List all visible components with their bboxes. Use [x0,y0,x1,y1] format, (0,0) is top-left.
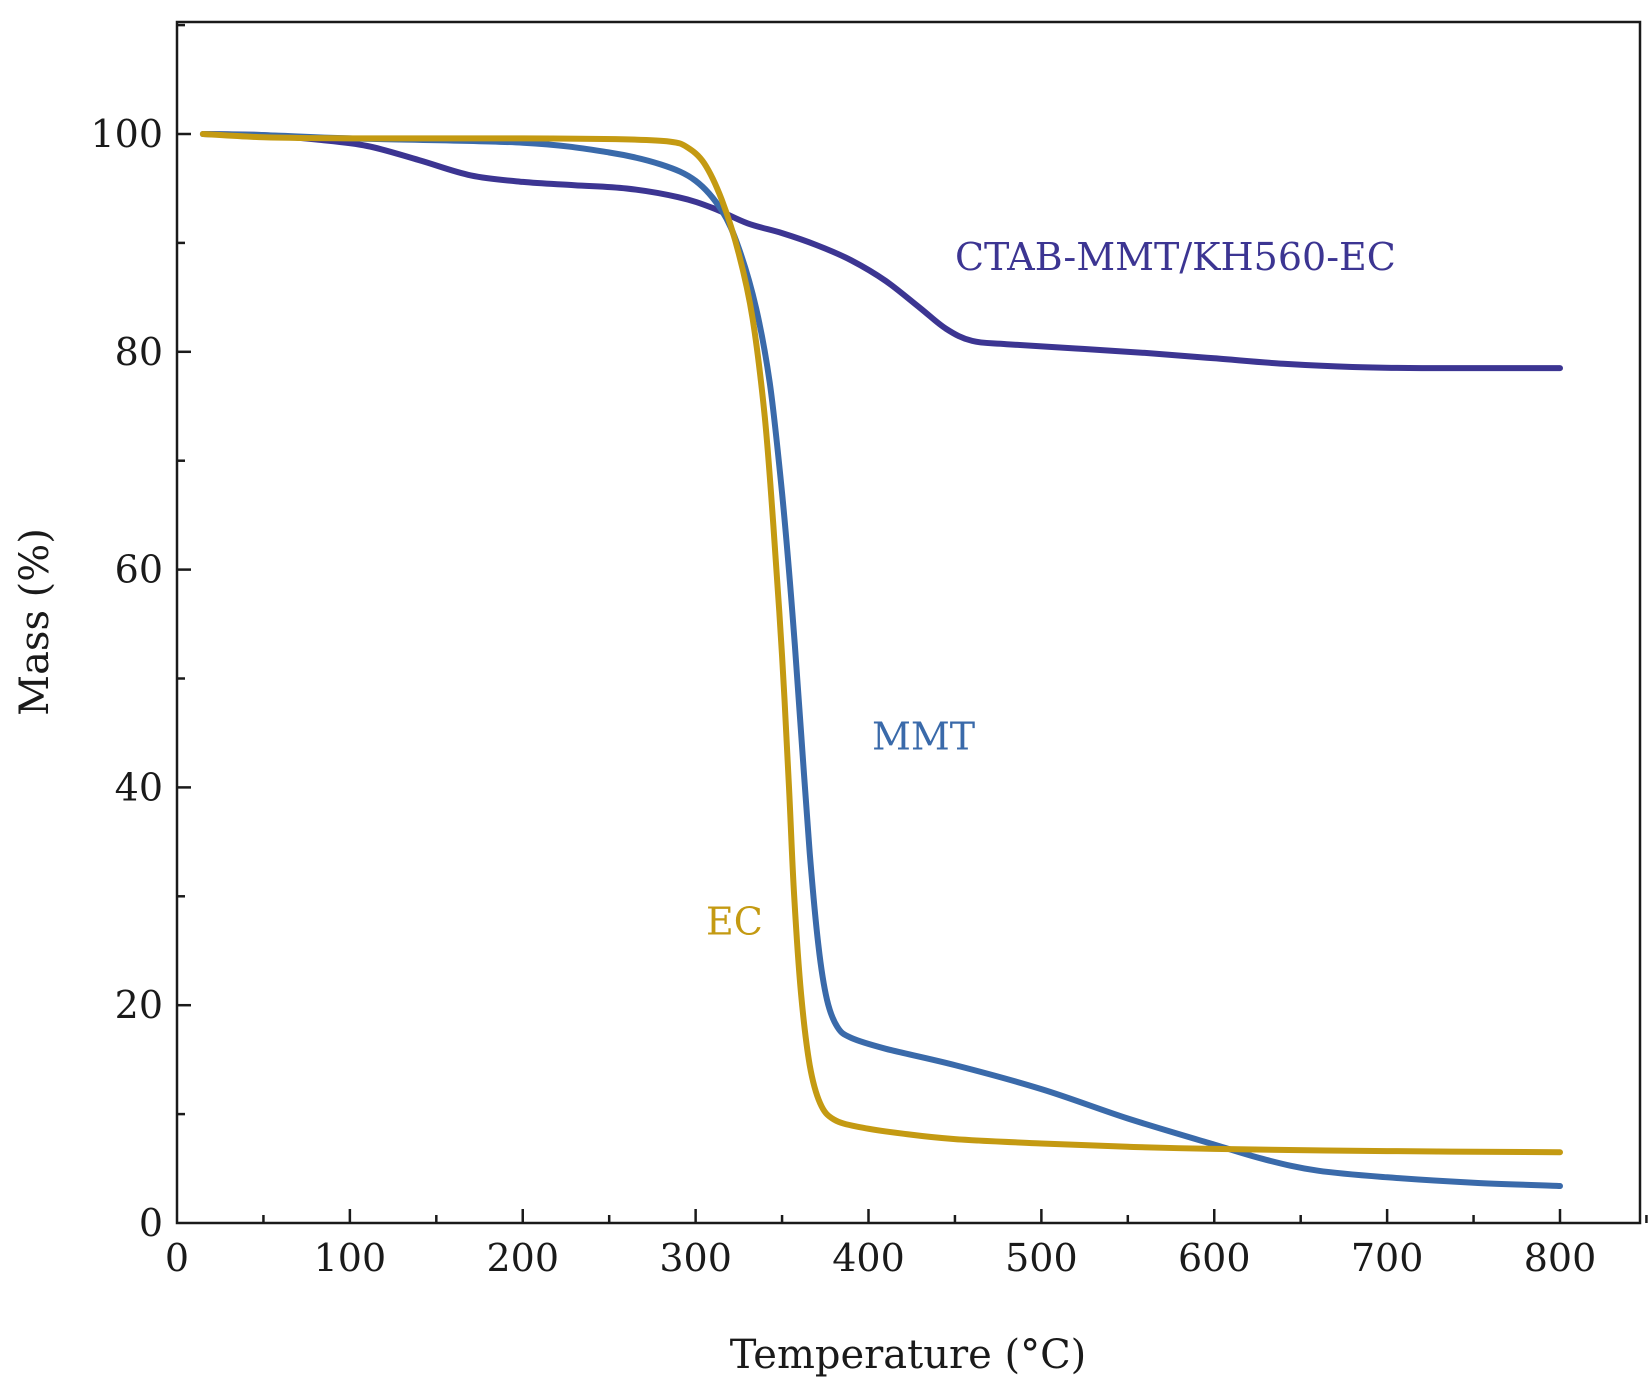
plot-frame [175,20,1642,1225]
y-tick-label: 20 [115,983,163,1027]
x-tick-label: 600 [1178,1236,1251,1280]
y-axis-title: Mass (%) [12,528,58,716]
series-lines [199,131,1563,1189]
x-axis-title: Temperature (°C) [730,1332,1087,1378]
y-tick-label: 100 [90,112,163,156]
y-tick-label: 0 [139,1201,163,1245]
series-line-ctab-mmt-kh560-ec [199,131,1563,372]
x-tick-label: 300 [659,1236,732,1280]
series-label-ec: EC [706,899,763,943]
x-tick-label: 0 [165,1236,189,1280]
x-tick-label: 100 [314,1236,387,1280]
x-tick-label: 700 [1351,1236,1424,1280]
series-line-mmt [199,131,1563,1189]
axis-ticks [177,23,1648,1223]
x-tick-label: 400 [832,1236,905,1280]
y-tick-label: 60 [115,548,163,592]
x-tick-label: 500 [1005,1236,1078,1280]
x-tick-label: 800 [1524,1236,1597,1280]
series-label-mmt: MMT [872,714,975,758]
y-tick-label: 80 [115,330,163,374]
series-labels: CTAB-MMT/KH560-EC MMT EC [706,235,1396,943]
series-label-ctab-mmt-kh560-ec: CTAB-MMT/KH560-EC [955,235,1396,279]
y-tick-label: 40 [115,765,163,809]
x-tick-label: 200 [486,1236,559,1280]
series-line-ec [199,131,1563,1156]
tick-labels: 0 100 200 300 400 500 600 700 800 0 20 40 60 80 100 [90,112,1596,1280]
